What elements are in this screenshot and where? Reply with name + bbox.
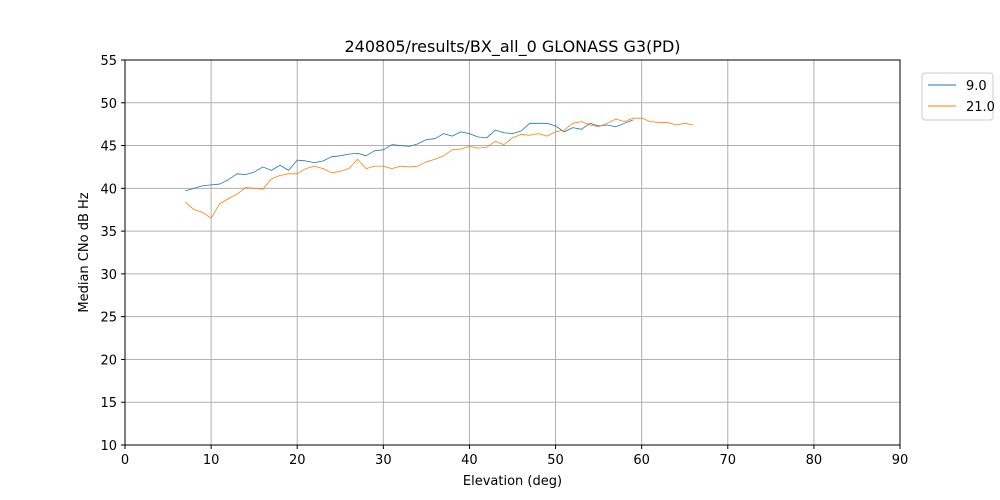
x-axis-title: Elevation (deg): [463, 474, 562, 489]
x-tick-label: 80: [806, 453, 823, 468]
y-tick-label: 20: [100, 353, 117, 368]
x-tick-label: 40: [461, 453, 478, 468]
y-tick-label: 30: [100, 268, 117, 283]
legend: 9.0 21.0: [921, 72, 995, 121]
x-tick-label: 20: [289, 453, 306, 468]
series-line-2: [185, 117, 694, 219]
chart-title: 240805/results/BX_all_0 GLONASS G3(PD): [344, 37, 680, 57]
y-tick-label: 45: [100, 140, 117, 155]
legend-label-series-2: 21.0: [966, 100, 995, 115]
y-tick-label: 25: [100, 311, 117, 326]
x-tick-label: 0: [121, 453, 129, 468]
y-axis-title: Median CNo dB Hz: [77, 192, 92, 312]
x-tick-label: 90: [892, 453, 909, 468]
y-tick-label: 35: [100, 225, 117, 240]
series-lines: [185, 117, 694, 219]
x-tick-label: 70: [720, 453, 737, 468]
y-tick-label: 55: [100, 54, 117, 69]
y-tick-label: 50: [100, 97, 117, 112]
x-tick-label: 30: [375, 453, 392, 468]
plot-frame: [124, 59, 901, 446]
x-tick-label: 60: [633, 453, 650, 468]
y-tick-label: 15: [100, 396, 117, 411]
legend-label-series-1: 9.0: [966, 79, 987, 94]
y-tick-label: 10: [100, 439, 117, 454]
axis-ticks: 0 10 20 30 40 50 60 70 80 90 10 15 20 25 30 35 40 45 50 55: [100, 54, 908, 468]
y-tick-label: 40: [100, 182, 117, 197]
series-line-1: [185, 119, 634, 192]
x-tick-label: 10: [203, 453, 220, 468]
x-tick-label: 50: [547, 453, 564, 468]
